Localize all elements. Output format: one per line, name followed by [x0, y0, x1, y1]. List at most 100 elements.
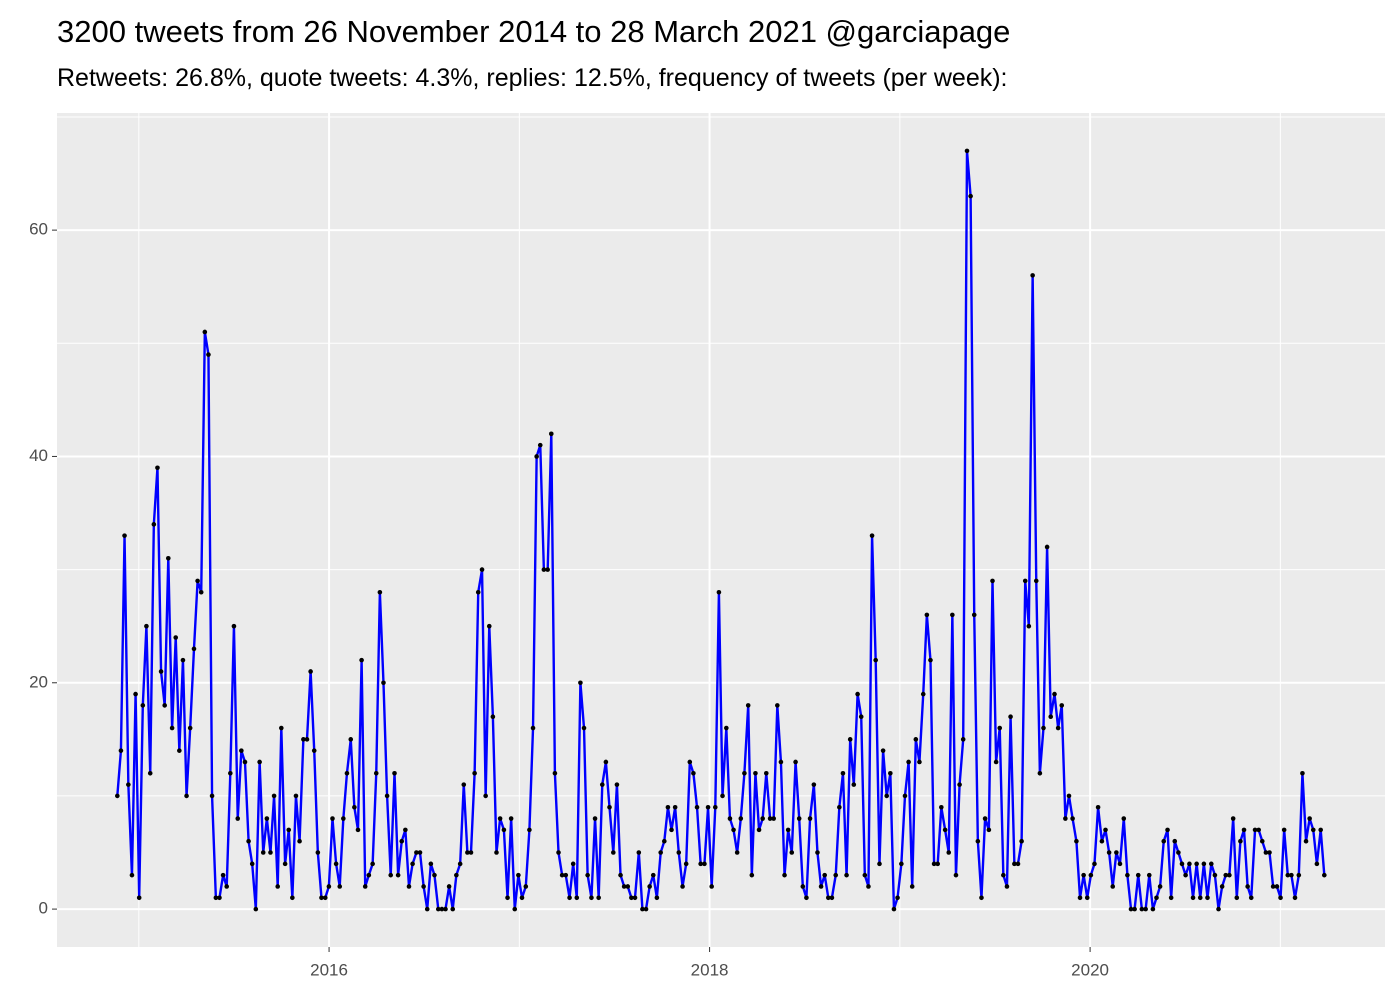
- x-tick-label: 2016: [310, 960, 348, 979]
- data-point: [505, 895, 510, 901]
- data-point: [1227, 872, 1232, 878]
- data-point: [235, 816, 241, 821]
- data-point: [395, 872, 401, 878]
- data-point: [950, 612, 955, 618]
- data-point: [406, 884, 412, 889]
- data-point: [472, 770, 477, 776]
- data-point: [1241, 827, 1247, 833]
- data-point: [986, 827, 992, 833]
- data-point: [1143, 906, 1148, 912]
- data-point: [731, 827, 736, 833]
- data-point: [815, 850, 820, 855]
- data-point: [187, 725, 193, 731]
- data-point: [833, 872, 839, 878]
- data-point: [483, 793, 488, 799]
- data-point: [479, 567, 485, 572]
- data-point: [1238, 838, 1243, 844]
- chart-subtitle: Retweets: 26.8%, quote tweets: 4.3%, rep…: [57, 64, 1008, 92]
- data-point: [501, 827, 507, 833]
- data-point: [366, 872, 372, 878]
- data-point: [319, 895, 324, 901]
- data-point: [428, 861, 434, 867]
- data-point: [1001, 872, 1006, 878]
- data-point: [1070, 816, 1075, 821]
- data-point: [589, 895, 594, 901]
- data-point: [239, 748, 244, 753]
- data-point: [1322, 872, 1327, 878]
- data-point: [716, 589, 722, 595]
- data-point: [763, 770, 769, 776]
- data-point: [807, 816, 813, 821]
- data-point: [1044, 544, 1050, 550]
- data-point: [1128, 906, 1134, 912]
- data-point: [326, 884, 332, 889]
- data-point: [924, 612, 930, 618]
- data-point: [217, 895, 222, 901]
- data-point: [465, 850, 470, 855]
- data-point: [381, 680, 386, 686]
- data-point: [749, 872, 755, 878]
- data-point: [220, 872, 226, 878]
- chart-title: 3200 tweets from 26 November 2014 to 28 …: [57, 14, 1010, 49]
- data-point: [410, 861, 415, 867]
- data-point: [209, 793, 215, 799]
- data-point: [818, 884, 824, 889]
- data-point: [1303, 838, 1309, 844]
- data-point: [1026, 623, 1032, 629]
- data-point: [599, 782, 605, 787]
- data-point: [1187, 861, 1192, 867]
- data-point: [184, 793, 189, 799]
- data-point: [1103, 827, 1108, 833]
- data-point: [457, 861, 463, 867]
- data-point: [224, 884, 230, 889]
- data-point: [563, 872, 569, 878]
- data-point: [804, 895, 809, 901]
- data-point: [1084, 895, 1090, 901]
- data-point: [1095, 804, 1101, 810]
- data-point: [1310, 827, 1316, 833]
- data-point: [935, 861, 941, 867]
- data-point: [643, 906, 649, 912]
- data-point: [756, 827, 762, 833]
- y-tick-label: 40: [29, 446, 48, 465]
- data-point: [1022, 578, 1028, 584]
- data-point: [242, 759, 248, 765]
- data-point: [530, 725, 536, 731]
- data-point: [177, 748, 182, 753]
- data-point: [414, 850, 419, 855]
- data-point: [202, 329, 208, 335]
- data-point: [490, 714, 496, 720]
- data-point: [855, 691, 860, 697]
- data-point: [789, 850, 795, 855]
- data-point: [785, 827, 791, 833]
- data-point: [672, 804, 678, 810]
- data-point: [662, 838, 667, 844]
- data-point: [1139, 906, 1145, 912]
- data-point: [257, 759, 262, 765]
- data-point: [866, 884, 871, 889]
- data-point: [760, 816, 765, 821]
- data-point: [640, 906, 645, 912]
- data-point: [1066, 793, 1072, 799]
- data-point: [877, 861, 882, 867]
- data-point: [392, 770, 397, 776]
- data-point: [115, 793, 120, 799]
- data-point: [359, 657, 364, 663]
- data-point: [443, 906, 448, 912]
- data-point: [840, 770, 846, 776]
- data-point: [454, 872, 459, 878]
- data-point: [669, 827, 674, 833]
- data-point: [435, 906, 441, 912]
- data-point: [268, 850, 273, 855]
- data-point: [724, 725, 729, 731]
- data-point: [979, 895, 984, 901]
- data-point: [775, 703, 780, 708]
- data-point: [290, 895, 295, 901]
- data-point: [1314, 861, 1320, 867]
- data-point: [1300, 770, 1305, 776]
- data-point: [858, 714, 864, 720]
- data-point: [891, 906, 897, 912]
- data-point: [1092, 861, 1097, 867]
- data-point: [570, 861, 576, 867]
